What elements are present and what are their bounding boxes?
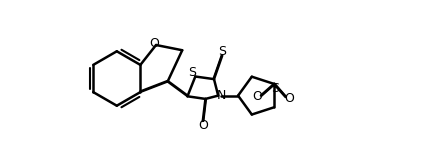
Text: S: S: [188, 66, 196, 79]
Text: O: O: [198, 119, 208, 132]
Text: O: O: [252, 90, 262, 103]
Text: O: O: [284, 92, 294, 105]
Text: N: N: [216, 89, 226, 102]
Text: O: O: [149, 38, 160, 50]
Text: S: S: [218, 45, 226, 58]
Text: S: S: [271, 82, 279, 95]
